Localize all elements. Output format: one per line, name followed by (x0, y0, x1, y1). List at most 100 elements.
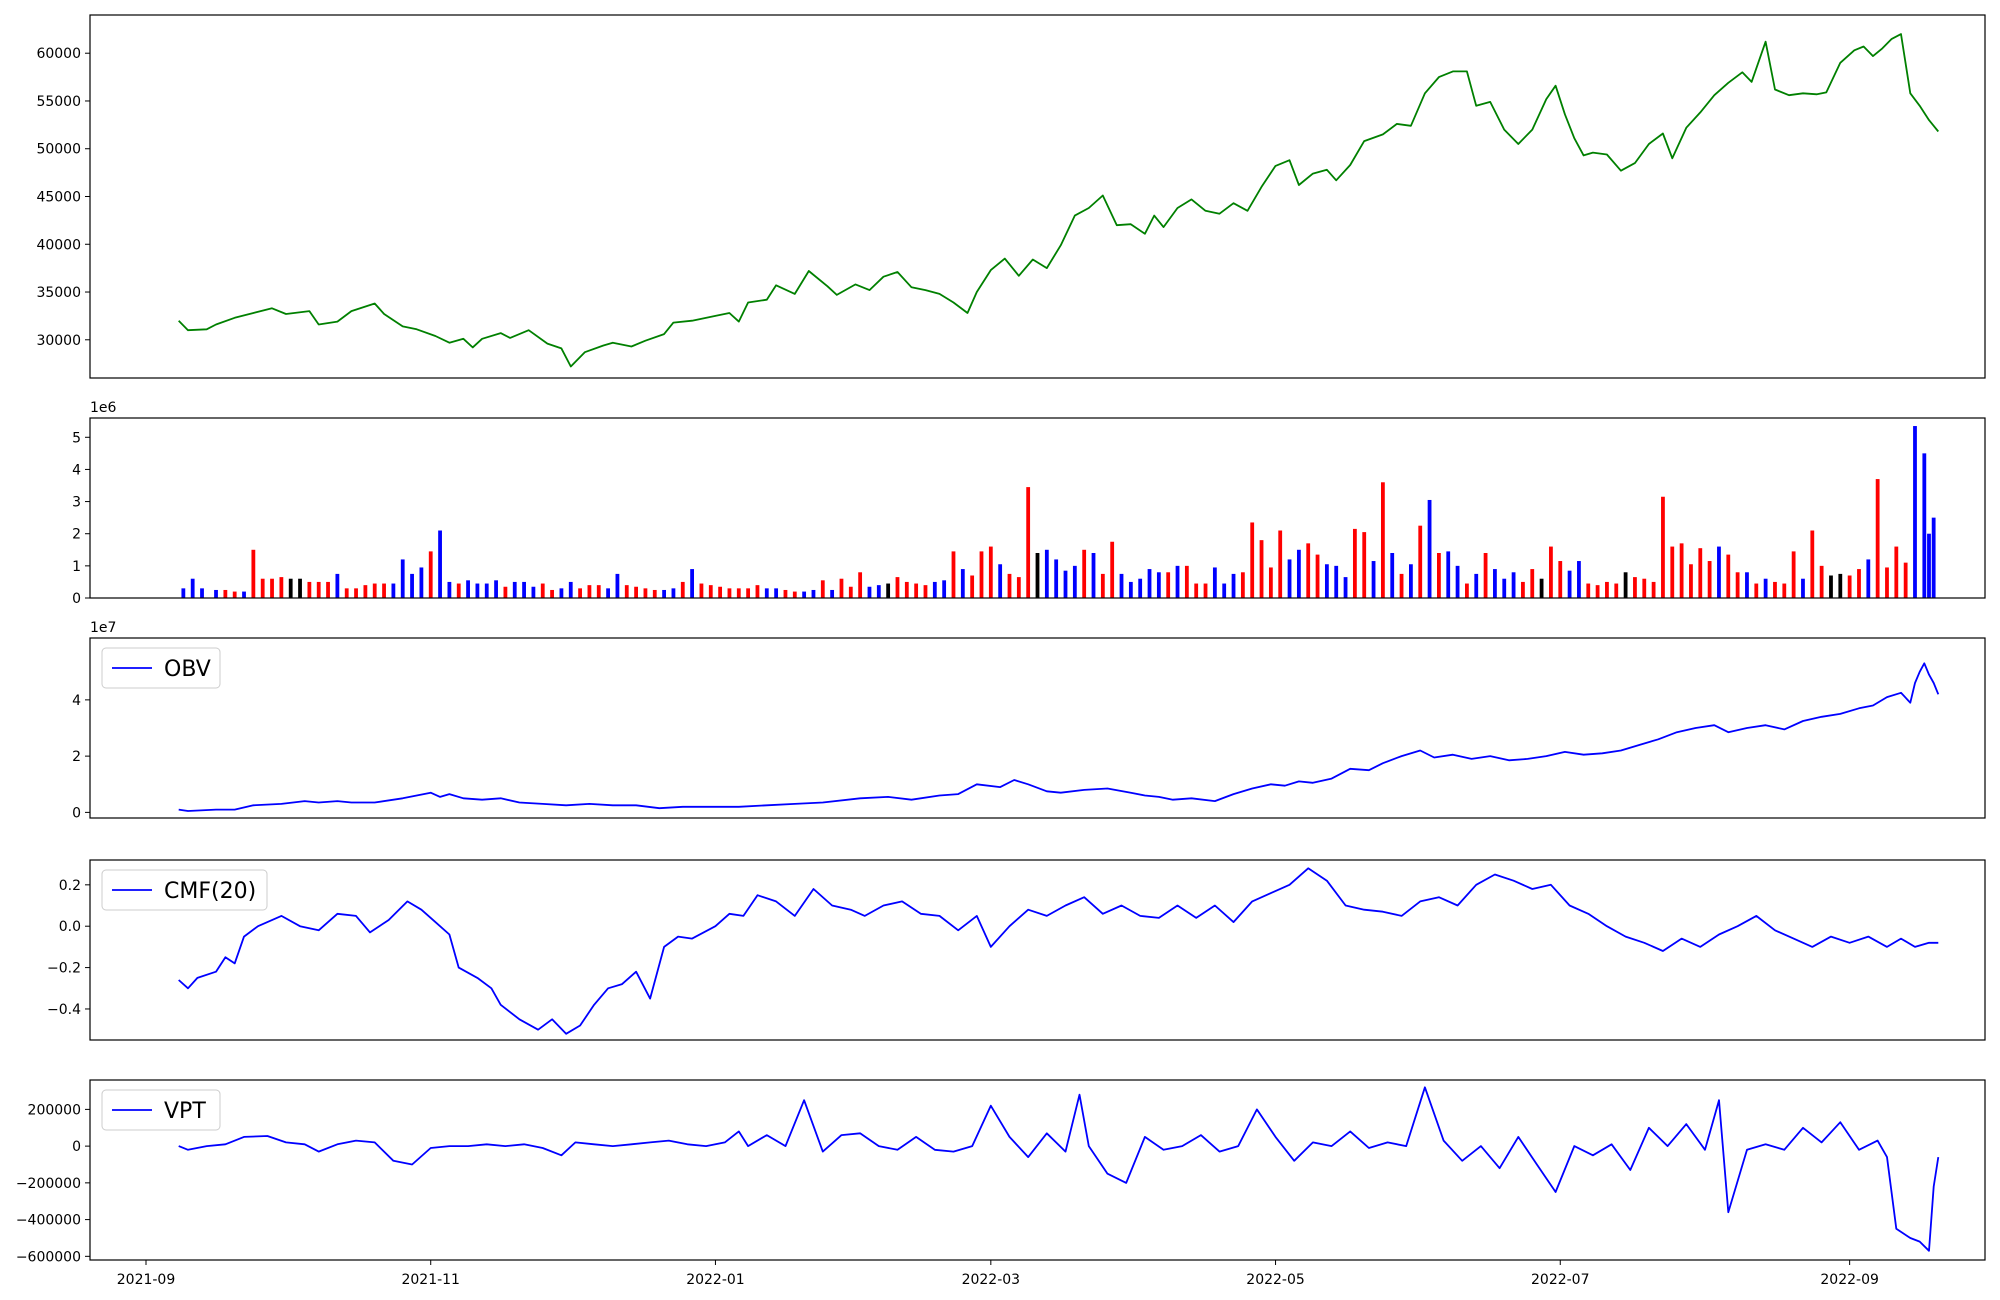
volume-bar (456, 583, 461, 598)
volume-bar (923, 585, 928, 598)
volume-bar (1922, 453, 1927, 598)
volume-bar (1007, 573, 1012, 598)
volume-bar (615, 573, 620, 598)
volume-bar (624, 585, 629, 598)
volume-bar (1418, 525, 1423, 598)
volume-bar (1371, 561, 1376, 598)
cmf-legend-label: CMF(20) (164, 879, 256, 904)
volume-bar (746, 588, 751, 598)
volume-bar (802, 591, 807, 598)
volume-bar (391, 583, 396, 598)
cmf-ytick-label: −0.2 (47, 961, 81, 977)
vpt-ytick-label: −200000 (16, 1176, 81, 1192)
volume-bar (970, 575, 975, 598)
volume-bar (326, 581, 330, 598)
volume-bar (578, 588, 582, 598)
volume-bar (522, 581, 526, 598)
volume-bar (736, 588, 741, 598)
volume-bar (1390, 553, 1395, 598)
volume-bar (484, 583, 489, 598)
volume-bar (1427, 499, 1432, 598)
volume-bar (1222, 583, 1227, 598)
volume-bar (596, 585, 601, 598)
volume-bar (1306, 543, 1311, 598)
volume-bar (783, 589, 788, 598)
volume-bar (1927, 533, 1931, 598)
volume-bar (1558, 561, 1563, 598)
volume-bar (1810, 530, 1815, 598)
volume-bar (298, 578, 302, 598)
volume-bar (1521, 581, 1525, 598)
x-tick-label: 2022-03 (962, 1272, 1021, 1288)
volume-bar (1689, 564, 1693, 598)
volume-bar (606, 588, 610, 598)
volume-bar (960, 569, 965, 598)
volume-bar (690, 569, 695, 598)
volume-bar (1875, 479, 1880, 598)
volume-bar (792, 591, 797, 598)
volume-bar (410, 573, 414, 598)
volume-bar (1324, 564, 1329, 598)
volume-bar (1679, 543, 1684, 598)
x-axis: 2021-09 2021-11 2022-01 2022-03 2022-05 2022-… (117, 1260, 1879, 1288)
obv-ytick-label: 0 (72, 805, 81, 821)
x-tick-label: 2022-05 (1246, 1272, 1305, 1288)
volume-bar (1408, 564, 1413, 598)
volume-bar (531, 586, 536, 598)
volume-bar (1184, 565, 1189, 598)
cmf-line (178, 867, 1939, 1035)
vpt-legend: VPT (101, 1089, 221, 1131)
volume-bar (1483, 553, 1488, 598)
volume-bar (1931, 517, 1936, 598)
volume-bar (643, 588, 648, 598)
volume-bar (764, 588, 769, 598)
volume-bar (998, 564, 1003, 598)
volume-bar (1044, 549, 1049, 598)
volume-bar (1577, 561, 1581, 598)
volume-bar (1334, 565, 1339, 598)
volume-bar (1278, 530, 1283, 598)
volume-ytick-label: 0 (72, 591, 81, 607)
volume-bar (400, 559, 405, 598)
volume-bar (372, 583, 377, 598)
price-panel: 30000 35000 40000 45000 50000 55000 60000 (36, 14, 1986, 379)
volume-bar (1268, 567, 1273, 598)
vpt-line (178, 1086, 1940, 1252)
volume-bar (1726, 554, 1731, 598)
volume-bar (1194, 583, 1199, 598)
volume-bar (1801, 578, 1805, 598)
volume-bar (1567, 570, 1572, 598)
obv-panel: 0 2 4 1e7 OBV (72, 620, 1986, 821)
volume-bar (550, 589, 554, 598)
volume-bar (1259, 540, 1264, 598)
obv-line (178, 662, 1940, 812)
volume-bar (1315, 554, 1320, 598)
volume-bar (447, 581, 452, 598)
volume-bar (1885, 567, 1889, 598)
volume-bar (568, 581, 573, 598)
volume-bar (1212, 567, 1217, 598)
volume-bar (1530, 569, 1535, 598)
volume-bar (1502, 578, 1507, 598)
volume-bar (1735, 572, 1740, 598)
volume-bar (1614, 583, 1619, 598)
price-ytick-label: 45000 (36, 190, 81, 206)
obv-ytick-label: 2 (72, 749, 81, 765)
volume-bar (699, 583, 704, 598)
volume-bar (1829, 575, 1833, 598)
volume-bar (1380, 482, 1385, 598)
volume-bar (1539, 578, 1544, 598)
volume-bar (223, 589, 228, 598)
volume-bar (1493, 569, 1497, 598)
volume-bar (652, 589, 657, 598)
price-ytick-label: 50000 (36, 142, 81, 158)
volume-ytick-label: 2 (72, 527, 81, 543)
obv-exponent-label: 1e7 (90, 620, 116, 636)
volume-bar (671, 588, 676, 598)
volume-bar (190, 578, 195, 598)
volume-bar (1156, 572, 1161, 598)
volume-bar (1119, 573, 1124, 598)
volume-bar (1642, 578, 1647, 598)
price-ytick-label: 30000 (36, 333, 81, 349)
